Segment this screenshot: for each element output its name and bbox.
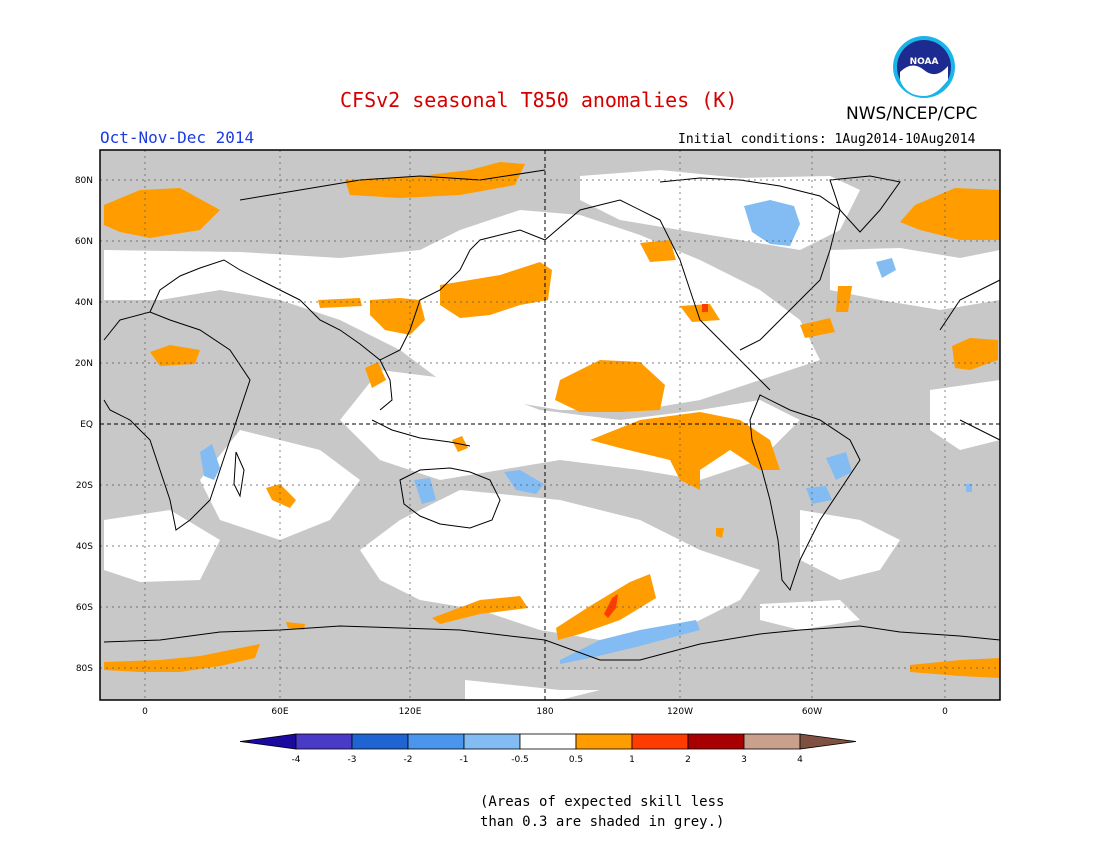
map-title: CFSv2 seasonal T850 anomalies (K) xyxy=(340,88,738,112)
noaa-logo: NOAA xyxy=(893,36,955,98)
colorbar-tick-label: 0.5 xyxy=(569,755,583,765)
colorbar-tick-label: 1 xyxy=(629,755,635,765)
colorbar-swatch xyxy=(351,733,409,750)
initial-conditions-label: Initial conditions: 1Aug2014-10Aug2014 xyxy=(678,132,976,147)
colorbar-tick-label: 3 xyxy=(741,755,747,765)
lat-label: 40S xyxy=(76,542,93,552)
lat-label: 20S xyxy=(76,481,93,491)
lon-label: 0 xyxy=(942,707,948,717)
lon-label: 120W xyxy=(667,707,693,717)
colorbar-labels: -4 -3 -2 -1 -0.5 0.5 1 2 3 4 xyxy=(292,755,804,765)
colorbar-swatch xyxy=(463,733,521,750)
colorbar-swatch xyxy=(743,733,801,750)
lon-label: 0 xyxy=(142,707,148,717)
colorbar-tick-label: -2 xyxy=(404,755,413,765)
lat-label: 20N xyxy=(75,359,93,369)
lat-label: 80S xyxy=(76,664,93,674)
colorbar-swatch xyxy=(575,733,633,750)
colorbar-tick-label: -0.5 xyxy=(511,755,529,765)
agency-label: NWS/NCEP/CPC xyxy=(846,104,978,124)
lon-label: 120E xyxy=(399,707,422,717)
lon-label: 60E xyxy=(271,707,288,717)
colorbar-tick-label: -1 xyxy=(460,755,469,765)
colorbar-arrow-low xyxy=(239,733,297,750)
lat-label: 40N xyxy=(75,298,93,308)
lon-label: 180 xyxy=(536,707,553,717)
colorbar-tick-label: 2 xyxy=(685,755,691,765)
latitude-labels: 80N 60N 40N 20N EQ 20S 40S 60S 80S xyxy=(75,176,93,674)
lat-label: EQ xyxy=(80,420,93,430)
longitude-labels: 0 60E 120E 180 120W 60W 0 xyxy=(142,707,948,717)
skill-footnote: (Areas of expected skill less than 0.3 a… xyxy=(480,792,724,832)
colorbar-swatch xyxy=(295,733,353,750)
footnote-line: than 0.3 are shaded in grey.) xyxy=(480,814,725,830)
lat-label: 80N xyxy=(75,176,93,186)
colorbar-swatch xyxy=(407,733,465,750)
lat-label: 60S xyxy=(76,603,93,613)
colorbar-tick-label: -3 xyxy=(348,755,357,765)
world-map xyxy=(99,149,1001,701)
lon-label: 60W xyxy=(802,707,822,717)
season-label: Oct-Nov-Dec 2014 xyxy=(100,128,255,147)
colorbar-arrow-high xyxy=(799,733,857,750)
colorbar-tick-label: 4 xyxy=(797,755,803,765)
footnote-line: (Areas of expected skill less xyxy=(480,794,725,810)
colorbar-swatch xyxy=(519,733,577,750)
lat-label: 60N xyxy=(75,237,93,247)
colorbar-tick-label: -4 xyxy=(292,755,301,765)
colorbar xyxy=(239,733,857,750)
noaa-logo-text: NOAA xyxy=(910,57,939,67)
colorbar-swatch xyxy=(687,733,745,750)
colorbar-swatch xyxy=(631,733,689,750)
